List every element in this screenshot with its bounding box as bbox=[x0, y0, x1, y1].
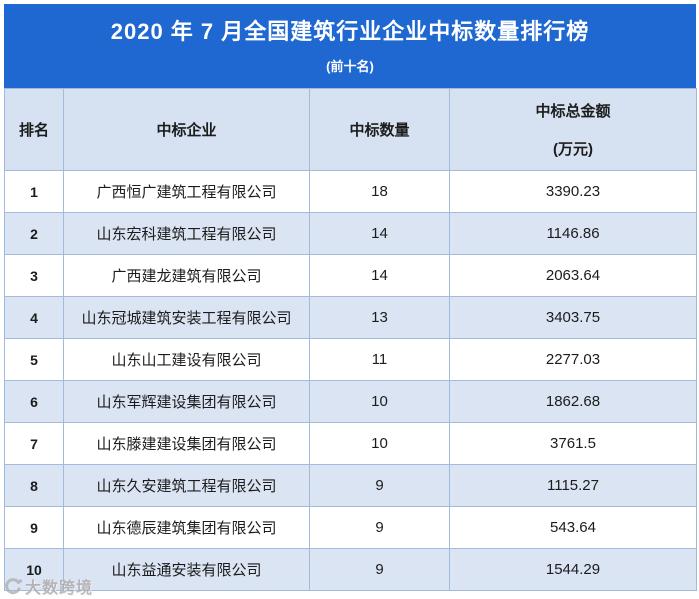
amount-cell: 1115.27 bbox=[449, 464, 697, 507]
count-cell: 14 bbox=[309, 254, 450, 297]
amount-cell: 1862.68 bbox=[449, 380, 697, 423]
count-cell: 10 bbox=[309, 422, 450, 465]
table-row: 5 山东山工建设有限公司 11 2277.03 bbox=[4, 338, 697, 381]
rank-cell: 4 bbox=[4, 296, 64, 339]
rank-cell: 8 bbox=[4, 464, 64, 507]
header-rank: 排名 bbox=[4, 88, 64, 171]
header-count: 中标数量 bbox=[309, 88, 450, 171]
table-row: 1 广西恒广建筑工程有限公司 18 3390.23 bbox=[4, 170, 697, 213]
count-cell: 18 bbox=[309, 170, 450, 213]
company-cell: 山东山工建设有限公司 bbox=[63, 338, 310, 381]
company-cell: 山东滕建建设集团有限公司 bbox=[63, 422, 310, 465]
amount-cell: 2277.03 bbox=[449, 338, 697, 381]
count-cell: 9 bbox=[309, 548, 450, 591]
table-row: 2 山东宏科建筑工程有限公司 14 1146.86 bbox=[4, 212, 697, 255]
rank-cell: 1 bbox=[4, 170, 64, 213]
table-row: 7 山东滕建建设集团有限公司 10 3761.5 bbox=[4, 422, 697, 465]
header-amount-line1: 中标总金额 bbox=[535, 103, 611, 120]
rank-cell: 6 bbox=[4, 380, 64, 423]
amount-cell: 543.64 bbox=[449, 506, 697, 549]
count-cell: 9 bbox=[309, 464, 450, 507]
table-row: 10 山东益通安装有限公司 9 1544.29 bbox=[4, 548, 697, 591]
company-cell: 山东德辰建筑集团有限公司 bbox=[63, 506, 310, 549]
company-cell: 广西恒广建筑工程有限公司 bbox=[63, 170, 310, 213]
company-cell: 山东冠城建筑安装工程有限公司 bbox=[63, 296, 310, 339]
table-row: 4 山东冠城建筑安装工程有限公司 13 3403.75 bbox=[4, 296, 697, 339]
company-cell: 山东久安建筑工程有限公司 bbox=[63, 464, 310, 507]
rank-cell: 2 bbox=[4, 212, 64, 255]
header-amount-line2: (万元) bbox=[553, 141, 593, 158]
title-banner: 2020 年 7 月全国建筑行业企业中标数量排行榜 (前十名) bbox=[4, 4, 696, 88]
company-cell: 山东军辉建设集团有限公司 bbox=[63, 380, 310, 423]
amount-cell: 2063.64 bbox=[449, 254, 697, 297]
rank-cell: 3 bbox=[4, 254, 64, 297]
amount-cell: 3761.5 bbox=[449, 422, 697, 465]
amount-cell: 3403.75 bbox=[449, 296, 697, 339]
rank-cell: 7 bbox=[4, 422, 64, 465]
count-cell: 13 bbox=[309, 296, 450, 339]
rank-cell: 9 bbox=[4, 506, 64, 549]
header-company: 中标企业 bbox=[63, 88, 310, 171]
company-cell: 山东宏科建筑工程有限公司 bbox=[63, 212, 310, 255]
header-amount: 中标总金额 (万元) bbox=[449, 88, 697, 171]
amount-cell: 3390.23 bbox=[449, 170, 697, 213]
company-cell: 广西建龙建筑有限公司 bbox=[63, 254, 310, 297]
count-cell: 14 bbox=[309, 212, 450, 255]
page-subtitle: (前十名) bbox=[326, 59, 374, 75]
table-body: 1 广西恒广建筑工程有限公司 18 3390.23 2 山东宏科建筑工程有限公司… bbox=[4, 170, 697, 591]
header-row: 排名 中标企业 中标数量 中标总金额 (万元) bbox=[4, 88, 697, 171]
table-row: 6 山东军辉建设集团有限公司 10 1862.68 bbox=[4, 380, 697, 423]
count-cell: 10 bbox=[309, 380, 450, 423]
count-cell: 11 bbox=[309, 338, 450, 381]
rank-cell: 10 bbox=[4, 548, 64, 591]
table-row: 8 山东久安建筑工程有限公司 9 1115.27 bbox=[4, 464, 697, 507]
count-cell: 9 bbox=[309, 506, 450, 549]
company-cell: 山东益通安装有限公司 bbox=[63, 548, 310, 591]
table-row: 9 山东德辰建筑集团有限公司 9 543.64 bbox=[4, 506, 697, 549]
table-header: 排名 中标企业 中标数量 中标总金额 (万元) bbox=[4, 88, 697, 171]
rank-cell: 5 bbox=[4, 338, 64, 381]
ranking-table: 排名 中标企业 中标数量 中标总金额 (万元) 1 广西恒广建筑工程有限公司 1… bbox=[4, 88, 697, 591]
amount-cell: 1146.86 bbox=[449, 212, 697, 255]
page-title: 2020 年 7 月全国建筑行业企业中标数量排行榜 bbox=[110, 18, 590, 44]
table-row: 3 广西建龙建筑有限公司 14 2063.64 bbox=[4, 254, 697, 297]
amount-cell: 1544.29 bbox=[449, 548, 697, 591]
